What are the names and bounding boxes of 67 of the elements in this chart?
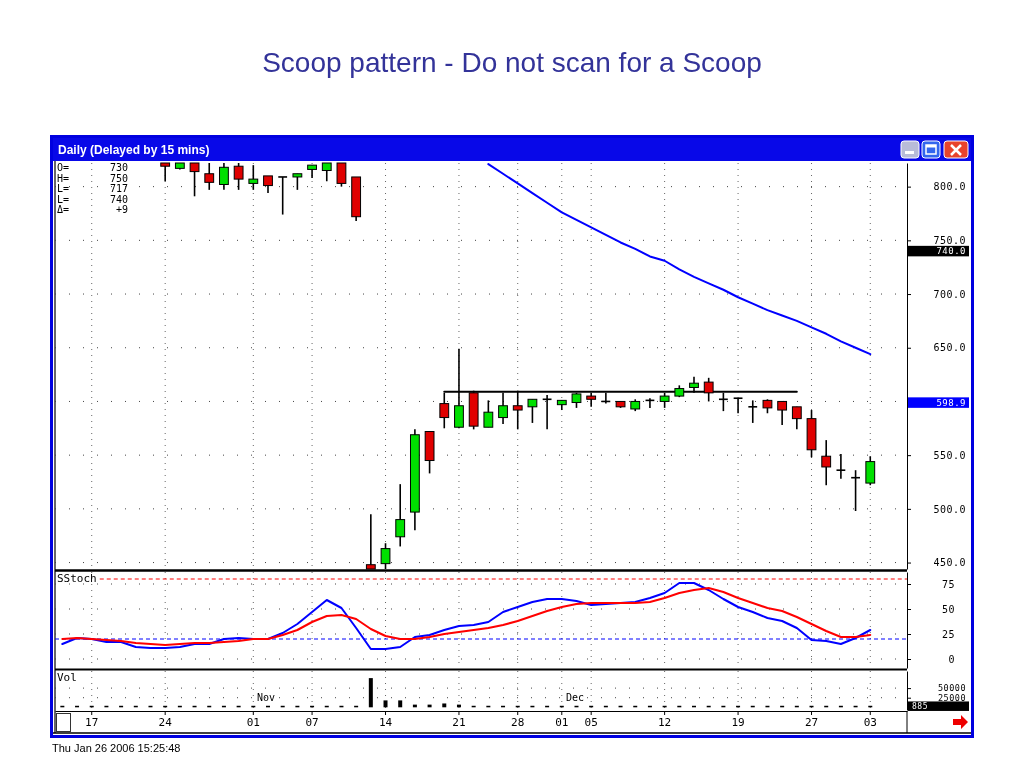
candlestick — [278, 176, 288, 216]
candlestick — [219, 162, 229, 191]
candlestick — [777, 400, 788, 426]
text: Δ= +9 — [57, 204, 128, 216]
text: 598.9 — [936, 397, 966, 408]
y-tick-label: 25 — [941, 628, 955, 640]
candlestick — [483, 399, 494, 429]
x-tick-label: 07 — [305, 715, 319, 729]
x-tick-label: 28 — [511, 715, 525, 729]
chart-title: SStoch — [57, 571, 97, 585]
y-tick-label: 550.0 — [933, 449, 966, 461]
candlestick — [836, 453, 846, 480]
text: H= 750 — [57, 172, 128, 184]
bar — [398, 700, 403, 708]
chart-title: Scoop pattern - Do not scan for a Scoop — [262, 46, 762, 78]
chart-subtitle: Daily (Delayed by 15 mins) — [58, 143, 210, 158]
y-tick-label: 500.0 — [933, 503, 966, 515]
y-tick-label: 700.0 — [933, 288, 966, 300]
candlestick — [321, 162, 332, 183]
text: 740.0 — [936, 246, 966, 257]
candlestick — [821, 439, 832, 487]
candlestick — [527, 398, 538, 424]
x-tick-label: 17 — [85, 715, 99, 729]
candlestick — [248, 164, 259, 191]
annotation: Nov — [257, 691, 276, 703]
text: L= 740 — [57, 193, 128, 205]
y-tick-label: 750.0 — [933, 235, 966, 247]
y-tick-label: 650.0 — [933, 342, 966, 354]
x-tick-label: 21 — [452, 715, 466, 729]
x-tick-label: 05 — [584, 715, 598, 729]
line-series — [487, 163, 872, 356]
x-tick-label: 12 — [658, 715, 672, 729]
candlestick — [865, 455, 876, 487]
candlestick — [233, 162, 244, 191]
x-tick-label: 27 — [804, 715, 819, 729]
bar — [368, 678, 373, 708]
x-tick-label: 03 — [863, 715, 877, 729]
x-tick-label: 19 — [731, 715, 745, 729]
candlestick — [733, 397, 743, 415]
candlestick — [851, 469, 860, 512]
x-tick-label: 14 — [378, 715, 393, 729]
candlestick — [204, 162, 215, 191]
candlestick — [395, 483, 406, 548]
text: 885 — [912, 702, 928, 711]
x-tick-label: 01 — [555, 715, 569, 729]
x-tick-label: 24 — [158, 715, 173, 729]
candlestick — [791, 406, 802, 431]
text: O= 730 — [57, 162, 128, 173]
x-tick-label: 01 — [246, 715, 260, 729]
y-tick-label: 50000 — [937, 683, 966, 694]
y-tick-label: 75 — [941, 578, 955, 590]
candlestick — [189, 162, 200, 198]
y-tick-label: 800.0 — [933, 181, 966, 193]
annotation: Dec — [566, 691, 585, 703]
y-tick-label: 50 — [941, 603, 955, 615]
y-tick-label: 25000 — [937, 692, 966, 703]
y-tick-label: 0 — [948, 653, 955, 665]
bar — [383, 700, 388, 708]
text: L= 717 — [57, 183, 128, 195]
candlestick — [336, 162, 347, 188]
text: Thu Jan 26 2006 15:25:48 — [52, 741, 181, 754]
candlestick — [748, 399, 758, 424]
candlestick — [160, 162, 171, 183]
candlestick — [542, 394, 552, 431]
y-tick-label: 450.0 — [933, 557, 966, 569]
chart-title: Vol — [57, 670, 77, 684]
bar — [442, 703, 447, 708]
